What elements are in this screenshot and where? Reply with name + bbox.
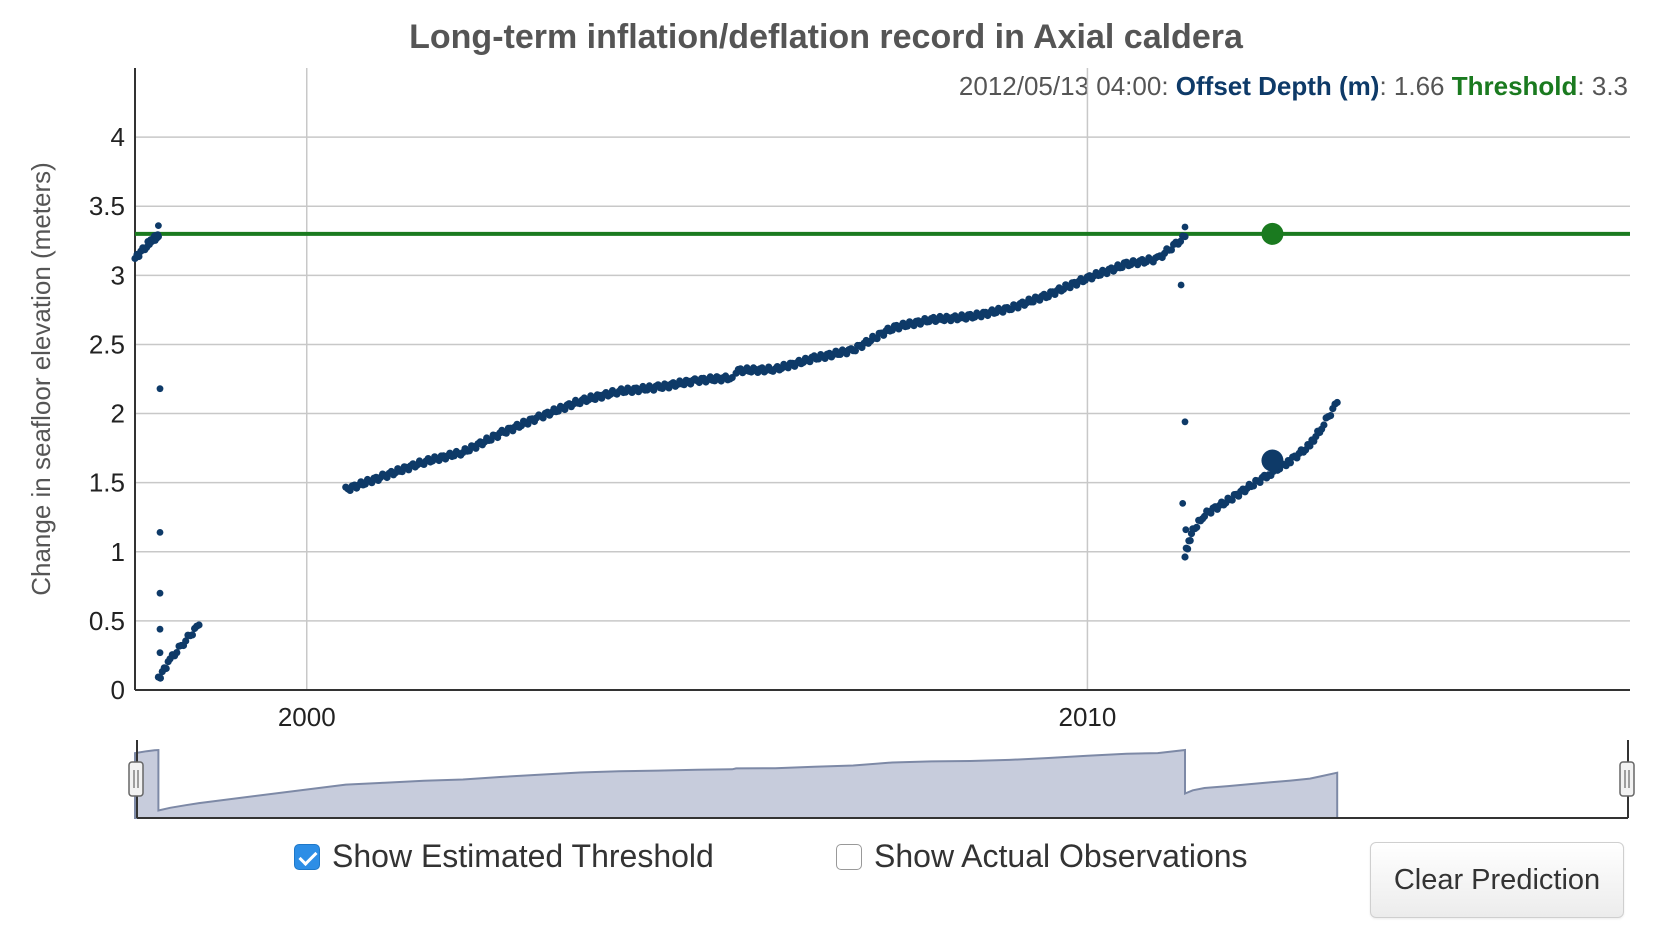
readout-threshold-label: Threshold: [1452, 71, 1578, 101]
data-point: [154, 233, 162, 241]
readout-series-label: Offset Depth (m): [1176, 71, 1380, 101]
data-point: [1333, 398, 1341, 407]
data-point-isolated: [156, 385, 164, 393]
y-tick-label: 3: [111, 260, 125, 290]
readout-threshold-value: : 3.3: [1577, 71, 1628, 101]
x-tick-label: 2000: [278, 702, 336, 732]
data-point: [1327, 412, 1335, 420]
y-tick-label: 1.5: [89, 468, 125, 498]
data-point-isolated: [156, 625, 164, 633]
navigator-area: [134, 748, 1339, 819]
data-point: [1249, 482, 1258, 490]
y-axis-label: Change in seafloor elevation (meters): [26, 162, 56, 596]
threshold-checkbox-label: Show Estimated Threshold: [332, 838, 714, 874]
data-point-isolated: [1179, 500, 1187, 507]
clear-prediction-button[interactable]: Clear Prediction: [1370, 842, 1624, 918]
y-tick-label: 0: [111, 675, 125, 705]
data-point-isolated: [1181, 223, 1189, 231]
data-point-isolated: [1177, 281, 1185, 289]
selected-data-marker: [1261, 449, 1284, 472]
data-point-isolated: [1181, 418, 1189, 426]
data-point: [1184, 545, 1192, 553]
chart-svg: Long-term inflation/deflation record in …: [26, 18, 1635, 819]
data-point-isolated: [1182, 526, 1190, 534]
threshold-marker[interactable]: [1261, 222, 1284, 245]
data-point: [1181, 553, 1189, 561]
chart-title: Long-term inflation/deflation record in …: [409, 18, 1244, 56]
data-point-isolated: [156, 589, 164, 597]
navigator-right-handle[interactable]: [1619, 761, 1635, 797]
data-point: [1200, 512, 1209, 521]
data-point: [182, 637, 190, 645]
data-point: [1320, 421, 1328, 429]
x-tick-label: 2010: [1059, 702, 1117, 732]
data-point: [173, 649, 181, 657]
y-tick-label: 2.5: [89, 329, 125, 359]
show-observations-checkbox[interactable]: Show Actual Observations: [836, 838, 1248, 875]
y-tick-label: 4: [111, 122, 125, 152]
data-point: [162, 664, 170, 673]
readout-series-value: : 1.66: [1379, 71, 1451, 101]
navigator-left-handle[interactable]: [128, 761, 144, 797]
show-threshold-checkbox[interactable]: Show Estimated Threshold: [294, 838, 714, 875]
data-point: [1186, 537, 1194, 545]
data-point: [1286, 459, 1294, 467]
data-point: [195, 621, 203, 629]
data-point-isolated: [156, 649, 164, 657]
chart-controls: Show Estimated Threshold Show Actual Obs…: [0, 820, 1660, 930]
data-point: [1228, 496, 1236, 504]
data-point: [1167, 246, 1175, 254]
y-tick-label: 2: [111, 399, 125, 429]
data-point: [188, 631, 196, 639]
data-point-isolated: [155, 222, 162, 230]
readout-timestamp: 2012/05/13 04:00:: [959, 71, 1176, 101]
y-tick-label: 3.5: [89, 191, 125, 221]
observations-checkbox-box[interactable]: [836, 843, 862, 870]
y-tick-label: 0.5: [89, 606, 125, 636]
data-point: [1193, 523, 1201, 531]
observations-checkbox-label: Show Actual Observations: [874, 838, 1248, 874]
data-point: [156, 674, 164, 682]
threshold-checkbox-box[interactable]: [294, 843, 320, 870]
data-point-isolated: [156, 529, 164, 536]
data-point: [1181, 233, 1189, 241]
y-tick-label: 1: [111, 537, 125, 567]
hover-readout: 2012/05/13 04:00: Offset Depth (m): 1.66…: [959, 71, 1628, 101]
